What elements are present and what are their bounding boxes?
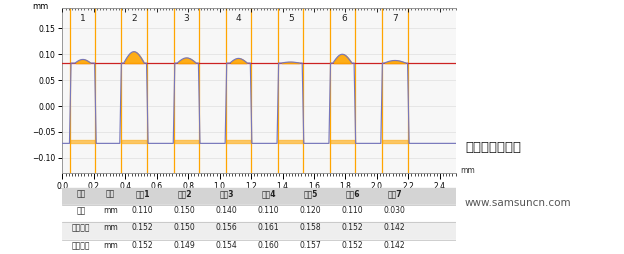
Text: 步骤6: 步骤6: [346, 189, 360, 198]
Text: 0.150: 0.150: [173, 224, 195, 232]
Text: 5: 5: [288, 14, 294, 23]
Text: 0.150: 0.150: [173, 206, 195, 215]
Text: 三岡森光电科技: 三岡森光电科技: [465, 141, 521, 154]
Bar: [62, 240, 456, 246]
Text: 步骤1: 步骤1: [135, 189, 150, 198]
Text: 0.110: 0.110: [258, 206, 280, 215]
Text: 0.158: 0.158: [300, 224, 321, 232]
Text: mm: mm: [103, 206, 118, 215]
Text: 0.157: 0.157: [300, 241, 321, 250]
Text: 步骤5: 步骤5: [303, 189, 318, 198]
Text: 0.142: 0.142: [384, 241, 406, 250]
Text: 0.152: 0.152: [342, 224, 364, 232]
Text: 0.156: 0.156: [216, 224, 237, 232]
Text: 0.160: 0.160: [258, 241, 280, 250]
Bar: [62, 188, 456, 205]
Text: 0.140: 0.140: [216, 206, 237, 215]
Bar: [62, 222, 456, 240]
Text: 步骤3: 步骤3: [219, 189, 234, 198]
Text: 最大深度: 最大深度: [72, 224, 90, 232]
Text: 0.154: 0.154: [216, 241, 237, 250]
Text: 0.149: 0.149: [173, 241, 195, 250]
Text: 1: 1: [80, 14, 85, 23]
Text: 0.152: 0.152: [132, 224, 154, 232]
Text: 0.110: 0.110: [132, 206, 154, 215]
Text: 0.110: 0.110: [342, 206, 364, 215]
Text: 0.152: 0.152: [132, 241, 154, 250]
Text: 0.120: 0.120: [300, 206, 321, 215]
Text: 7: 7: [392, 14, 398, 23]
Text: 2: 2: [131, 14, 137, 23]
Text: 单位: 单位: [106, 189, 115, 198]
Text: 步骤4: 步骤4: [261, 189, 276, 198]
Bar: [62, 205, 456, 222]
Text: www.samsuncn.com: www.samsuncn.com: [465, 198, 572, 208]
Y-axis label: mm: mm: [32, 2, 49, 11]
Text: 0.142: 0.142: [384, 224, 406, 232]
Text: 步骤2: 步骤2: [177, 189, 192, 198]
Text: 0.152: 0.152: [342, 241, 364, 250]
Text: 参数: 参数: [77, 189, 85, 198]
Text: mm: mm: [461, 166, 475, 175]
Text: 平均深度: 平均深度: [72, 241, 90, 250]
Text: mm: mm: [103, 224, 118, 232]
Text: 宽度: 宽度: [77, 206, 85, 215]
Text: 步骤7: 步骤7: [388, 189, 402, 198]
Text: 4: 4: [236, 14, 241, 23]
Text: mm: mm: [103, 241, 118, 250]
Text: 3: 3: [183, 14, 190, 23]
Text: 6: 6: [342, 14, 348, 23]
Text: 0.161: 0.161: [258, 224, 280, 232]
Text: 0.030: 0.030: [384, 206, 406, 215]
